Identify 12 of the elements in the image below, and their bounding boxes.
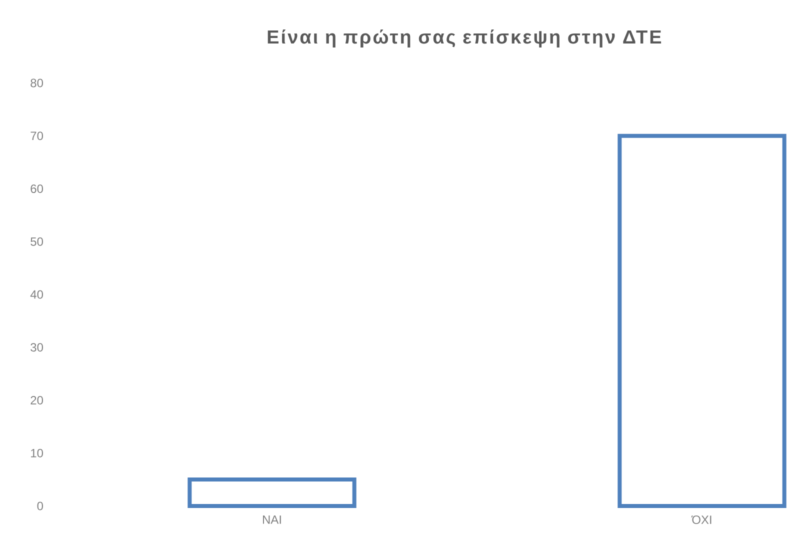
y-tick-label: 0 — [37, 502, 44, 510]
y-tick-label: 80 — [30, 78, 44, 88]
y-tick-label: 70 — [30, 132, 44, 140]
y-tick-label: 20 — [30, 396, 44, 404]
y-tick-label: 40 — [30, 290, 44, 299]
y-tick-label: 50 — [30, 237, 44, 246]
y-tick-label: 10 — [31, 448, 44, 458]
chart-title: Είναι η πρώτη σας επίσκεψη στην ΔΤΕ — [268, 30, 662, 48]
x-tick-label: ΝΑΙ — [262, 516, 281, 524]
y-tick-label: 60 — [30, 184, 44, 193]
y-tick-label: 30 — [30, 343, 44, 352]
x-tick-label: ΌΧΙ — [691, 516, 712, 524]
